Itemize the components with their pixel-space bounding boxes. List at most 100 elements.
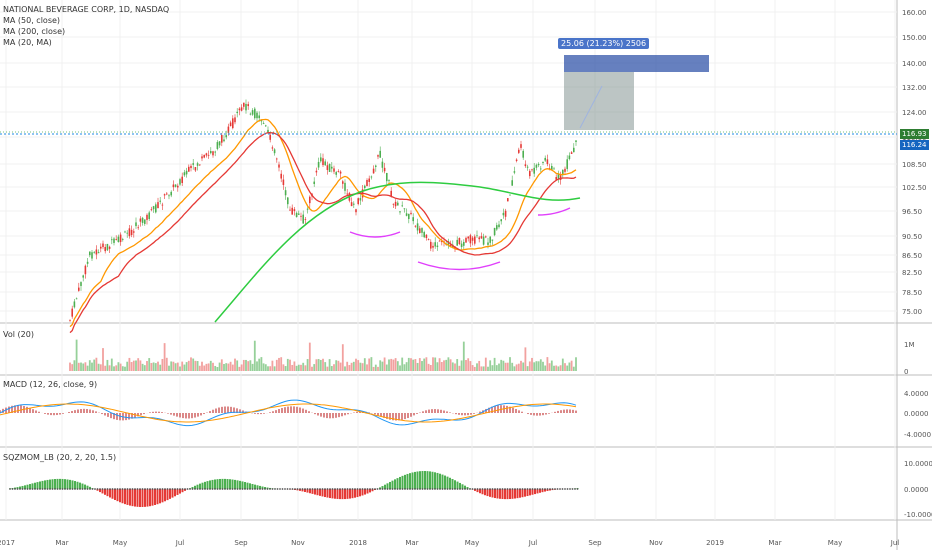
sqz-dot bbox=[9, 488, 11, 490]
sqz-dot bbox=[279, 488, 281, 490]
sqz-bar bbox=[361, 489, 364, 496]
candle-body bbox=[520, 144, 522, 148]
volume-bar bbox=[487, 366, 489, 371]
macd-label[interactable]: MACD (12, 26, close, 9) bbox=[3, 380, 98, 389]
sqz-bar bbox=[206, 481, 209, 489]
sqz-dot bbox=[136, 488, 139, 490]
volume-bar bbox=[108, 365, 111, 371]
sqz-bar bbox=[356, 489, 359, 498]
volume-bar bbox=[458, 365, 461, 371]
candle-body bbox=[271, 147, 274, 149]
candle-body bbox=[183, 172, 186, 176]
sqz-bar bbox=[149, 489, 151, 507]
sqz-dot bbox=[574, 488, 576, 490]
macd-histogram-bar bbox=[224, 406, 226, 413]
volume-bar bbox=[359, 362, 362, 371]
volume-bar bbox=[289, 359, 291, 371]
candle-body bbox=[69, 319, 71, 321]
candle-body bbox=[251, 110, 254, 115]
sqz-bar bbox=[169, 489, 171, 499]
sqz-dot bbox=[526, 488, 529, 490]
sqz-dot bbox=[421, 488, 424, 490]
candle-body bbox=[458, 238, 461, 245]
volume-bar bbox=[242, 359, 245, 371]
volume-bar bbox=[130, 362, 133, 371]
sqz-bar bbox=[501, 489, 504, 500]
sqz-bar bbox=[414, 471, 416, 489]
vol-label[interactable]: Vol (20) bbox=[3, 330, 34, 339]
indicator-ma20[interactable]: MA (20, MA) bbox=[3, 38, 52, 47]
volume-bar bbox=[209, 360, 212, 371]
volume-bar bbox=[80, 362, 82, 371]
macd-histogram-bar bbox=[407, 413, 409, 419]
sqz-dot bbox=[549, 488, 551, 490]
sqz-dot bbox=[119, 488, 121, 490]
moving-averages bbox=[69, 118, 581, 334]
sqz-bar bbox=[246, 482, 249, 489]
volume-bar bbox=[344, 366, 346, 371]
volume-bar bbox=[170, 361, 173, 371]
candle-body bbox=[104, 246, 106, 252]
volume-bar bbox=[418, 358, 421, 371]
sqz-bar bbox=[221, 478, 224, 489]
candle-body bbox=[199, 164, 201, 166]
volume-bar bbox=[377, 366, 379, 371]
sqz-dot bbox=[336, 488, 339, 490]
volume-bar bbox=[403, 364, 406, 371]
sqz-dot bbox=[114, 488, 116, 490]
candle-body bbox=[491, 239, 494, 241]
volume-bar bbox=[451, 362, 454, 371]
volume-bar bbox=[476, 363, 478, 371]
price-tick: 86.50 bbox=[902, 252, 922, 260]
sqz-dot bbox=[106, 488, 109, 490]
candle-body bbox=[249, 113, 252, 115]
candle-body bbox=[170, 191, 172, 196]
macd-histogram-bar bbox=[293, 406, 295, 413]
sqz-bar bbox=[199, 483, 201, 489]
candle-body bbox=[460, 243, 463, 247]
sqz-dot bbox=[296, 488, 299, 490]
volume-bar bbox=[190, 357, 192, 371]
sqz-bar bbox=[196, 484, 199, 489]
axes: 160.00150.00140.00132.00124.00116.00108.… bbox=[0, 9, 932, 547]
macd-histogram-bar bbox=[557, 410, 559, 413]
macd-histogram-bar bbox=[38, 411, 40, 413]
sqz-dot bbox=[479, 488, 481, 490]
macd-histogram-bar bbox=[506, 405, 508, 413]
macd-histogram-bar bbox=[203, 413, 205, 415]
sqz-dot bbox=[81, 488, 84, 490]
sqz-dot bbox=[416, 488, 419, 490]
position-label[interactable]: 25.06 (21.23%) 2506 bbox=[558, 38, 650, 49]
sqz-bar bbox=[229, 479, 231, 489]
macd-line bbox=[0, 399, 577, 427]
indicator-ma200[interactable]: MA (200, close) bbox=[3, 27, 66, 36]
sqz-dot bbox=[69, 488, 71, 490]
sqz-bar bbox=[166, 489, 169, 501]
time-tick: 2018 bbox=[349, 539, 367, 547]
macd-histogram-bar bbox=[326, 413, 328, 419]
sqz-bar bbox=[249, 483, 251, 489]
price-tick: 90.50 bbox=[902, 233, 922, 241]
sqz-label[interactable]: SQZMOM_LB (20, 2, 20, 1.5) bbox=[3, 453, 117, 462]
sqz-dot bbox=[554, 488, 556, 490]
sqz-bar bbox=[301, 489, 304, 492]
time-tick: Jul bbox=[890, 539, 900, 547]
time-tick: 2019 bbox=[706, 539, 724, 547]
macd-histogram-bar bbox=[86, 409, 88, 413]
sqz-dot bbox=[301, 488, 304, 490]
macd-histogram-bar bbox=[179, 413, 181, 418]
indicator-ma50[interactable]: MA (50, close) bbox=[3, 16, 61, 25]
sqz-bar bbox=[486, 489, 489, 497]
candle-body bbox=[421, 228, 423, 233]
price-tick: 124.00 bbox=[902, 109, 927, 117]
candle-body bbox=[412, 217, 414, 222]
sqz-bar bbox=[394, 479, 396, 489]
macd-histogram-bar bbox=[332, 413, 334, 419]
macd-histogram-bar bbox=[575, 410, 577, 413]
candle-body bbox=[465, 237, 467, 243]
sqz-bar bbox=[381, 486, 384, 489]
sqz-bar bbox=[64, 479, 66, 489]
volume-bar bbox=[335, 360, 338, 371]
sqz-bar bbox=[146, 489, 149, 507]
